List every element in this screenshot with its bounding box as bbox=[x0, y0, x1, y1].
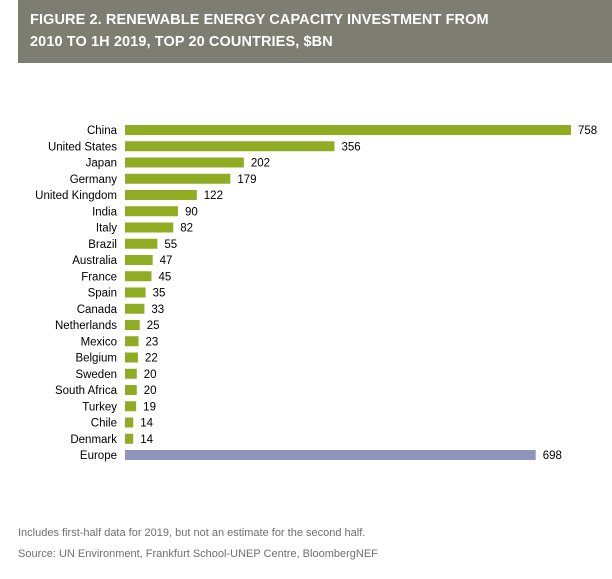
bars-group: China 758 United States 356 Japan 202 Germany 1… bbox=[35, 125, 597, 462]
bar-denmark bbox=[125, 433, 134, 444]
figure-title-line-2: 2010 TO 1H 2019, TOP 20 COUNTRIES, $BN bbox=[30, 34, 333, 50]
bar-france bbox=[125, 271, 152, 282]
bar-canada bbox=[125, 303, 145, 314]
category-label-sweden: Sweden bbox=[75, 369, 117, 381]
category-label-japan: Japan bbox=[86, 158, 117, 170]
category-label-belgium: Belgium bbox=[75, 353, 117, 365]
bar-sweden bbox=[125, 368, 137, 379]
category-label-netherlands: Netherlands bbox=[55, 320, 117, 332]
value-label-belgium: 22 bbox=[145, 353, 158, 365]
value-label-sweden: 20 bbox=[144, 369, 157, 381]
value-label-chile: 14 bbox=[140, 418, 153, 430]
figure-title-line-1: FIGURE 2. RENEWABLE ENERGY CAPACITY INVE… bbox=[30, 12, 489, 28]
note-text: Includes first-half data for 2019, but n… bbox=[18, 527, 366, 539]
value-label-europe: 698 bbox=[543, 450, 562, 462]
bar-netherlands bbox=[125, 320, 140, 330]
value-label-mexico: 23 bbox=[146, 336, 159, 348]
category-label-united-states: United States bbox=[48, 141, 117, 153]
bar-spain bbox=[125, 287, 146, 298]
bar-brazil bbox=[125, 238, 158, 249]
category-label-united-kingdom: United Kingdom bbox=[35, 190, 117, 202]
bar-chile bbox=[125, 417, 134, 428]
category-label-germany: Germany bbox=[70, 174, 118, 186]
category-label-brazil: Brazil bbox=[88, 239, 117, 251]
bar-italy bbox=[125, 222, 174, 233]
category-label-italy: Italy bbox=[96, 223, 117, 235]
value-label-denmark: 14 bbox=[140, 434, 153, 446]
category-label-denmark: Denmark bbox=[70, 434, 117, 446]
value-label-china: 758 bbox=[578, 125, 597, 137]
bar-china bbox=[125, 125, 571, 135]
bar-mexico bbox=[125, 336, 139, 347]
bar-india bbox=[125, 206, 178, 217]
value-label-germany: 179 bbox=[237, 174, 256, 186]
bar-belgium bbox=[125, 352, 138, 363]
source-text: Source: UN Environment, Frankfurt School… bbox=[18, 548, 378, 560]
category-label-turkey: Turkey bbox=[82, 401, 117, 413]
bar-germany bbox=[125, 173, 231, 184]
category-label-china: China bbox=[87, 125, 118, 137]
bar-chart: China 758 United States 356 Japan 202 Germany 1… bbox=[35, 125, 597, 462]
bar-turkey bbox=[125, 401, 137, 412]
value-label-australia: 47 bbox=[160, 255, 173, 267]
value-label-japan: 202 bbox=[251, 158, 270, 170]
figure-notes: Includes first-half data for 2019, but n… bbox=[18, 523, 608, 565]
category-label-australia: Australia bbox=[72, 255, 117, 267]
category-label-spain: Spain bbox=[88, 288, 117, 300]
category-label-south-africa: South Africa bbox=[55, 385, 118, 397]
value-label-united-kingdom: 122 bbox=[204, 190, 223, 202]
value-label-brazil: 55 bbox=[164, 239, 177, 251]
value-label-united-states: 356 bbox=[341, 141, 360, 153]
value-label-italy: 82 bbox=[180, 223, 193, 235]
value-label-south-africa: 20 bbox=[144, 385, 157, 397]
category-label-canada: Canada bbox=[77, 304, 118, 316]
bar-united-kingdom bbox=[125, 190, 197, 200]
category-label-mexico: Mexico bbox=[81, 336, 117, 348]
value-label-turkey: 19 bbox=[143, 401, 156, 413]
value-label-india: 90 bbox=[185, 206, 198, 218]
bar-europe bbox=[125, 450, 536, 460]
bar-united-states bbox=[125, 141, 335, 152]
value-label-france: 45 bbox=[158, 271, 171, 283]
value-label-spain: 35 bbox=[153, 288, 166, 300]
figure-header: FIGURE 2. RENEWABLE ENERGY CAPACITY INVE… bbox=[18, 0, 612, 63]
value-label-netherlands: 25 bbox=[147, 320, 160, 332]
category-label-france: France bbox=[81, 271, 117, 283]
category-label-europe: Europe bbox=[80, 450, 117, 462]
bar-australia bbox=[125, 255, 153, 265]
bar-south-africa bbox=[125, 385, 137, 395]
category-label-chile: Chile bbox=[91, 418, 117, 430]
bar-japan bbox=[125, 157, 244, 168]
value-label-canada: 33 bbox=[151, 304, 164, 316]
category-label-india: India bbox=[92, 206, 118, 218]
